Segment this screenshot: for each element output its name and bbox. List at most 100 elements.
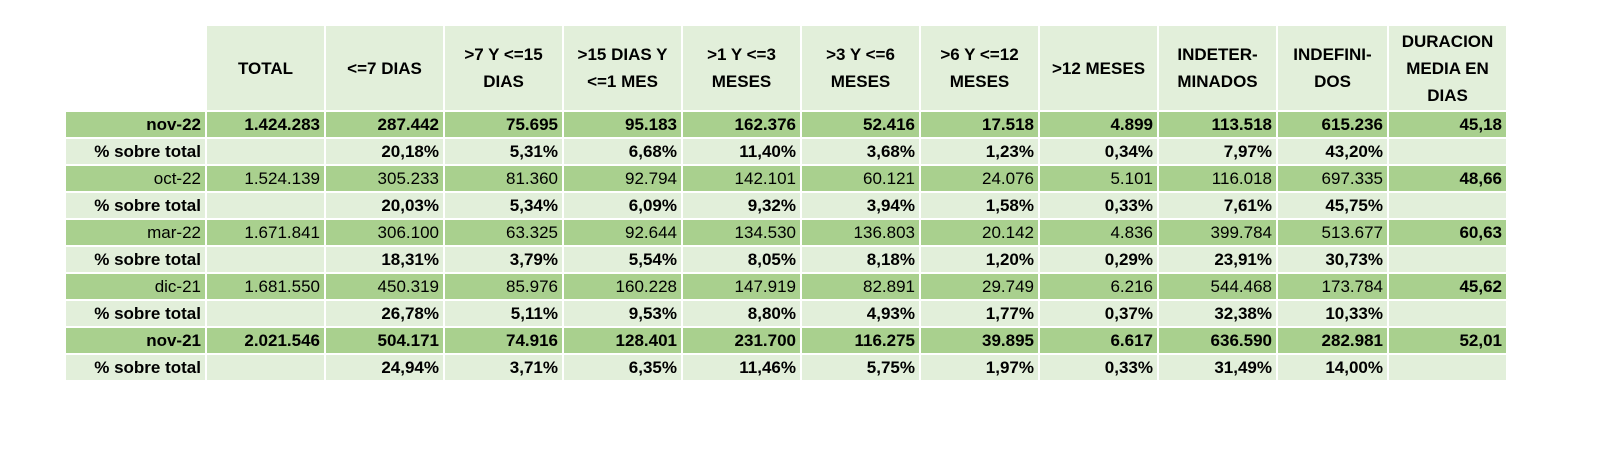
table-cell: 29.749 (921, 274, 1038, 299)
table-cell: 1,23% (921, 139, 1038, 164)
table-cell: 39.895 (921, 328, 1038, 353)
table-cell: 45,75% (1278, 193, 1387, 218)
row-label: dic-21 (66, 274, 205, 299)
table-cell: 5,11% (445, 301, 562, 326)
table-cell: 1.424.283 (207, 112, 324, 137)
table-cell: 30,73% (1278, 247, 1387, 272)
table-cell (207, 355, 324, 380)
table-cell: 5,54% (564, 247, 681, 272)
header-15-dias-1-mes: >15 DIAS Y <=1 MES (564, 26, 681, 110)
table-row-percent: % sobre total 20,18% 5,31% 6,68% 11,40% 3,68%… (66, 139, 1506, 164)
table-cell: 9,53% (564, 301, 681, 326)
header-indeterminados: INDETER-MINADOS (1159, 26, 1276, 110)
table-cell: 513.677 (1278, 220, 1387, 245)
table-cell: 3,79% (445, 247, 562, 272)
table-cell: 6.617 (1040, 328, 1157, 353)
table-cell: 11,40% (683, 139, 800, 164)
table-cell: 450.319 (326, 274, 443, 299)
table-cell: 60.121 (802, 166, 919, 191)
table-cell: 45,18 (1389, 112, 1506, 137)
table-cell: 5,31% (445, 139, 562, 164)
table-cell: 3,94% (802, 193, 919, 218)
table-cell: 116.018 (1159, 166, 1276, 191)
table-cell: 31,49% (1159, 355, 1276, 380)
header-corner (66, 26, 205, 110)
header-le-7-dias: <=7 DIAS (326, 26, 443, 110)
table-cell: 636.590 (1159, 328, 1276, 353)
table-cell: 6.216 (1040, 274, 1157, 299)
table-row-month: nov-22 1.424.283 287.442 75.695 95.183 162.37… (66, 112, 1506, 137)
table-cell: 92.794 (564, 166, 681, 191)
table-cell: 45,62 (1389, 274, 1506, 299)
table-cell: 92.644 (564, 220, 681, 245)
table-cell: 1,77% (921, 301, 1038, 326)
table-cell: 8,05% (683, 247, 800, 272)
table-cell: 95.183 (564, 112, 681, 137)
table-cell: 32,38% (1159, 301, 1276, 326)
table-cell: 14,00% (1278, 355, 1387, 380)
row-label: nov-22 (66, 112, 205, 137)
table-cell: 1,97% (921, 355, 1038, 380)
table-cell: 0,33% (1040, 355, 1157, 380)
table-cell: 5,75% (802, 355, 919, 380)
header-gt-12-meses: >12 MESES (1040, 26, 1157, 110)
table-cell: 63.325 (445, 220, 562, 245)
table-cell: 4.899 (1040, 112, 1157, 137)
row-label: % sobre total (66, 139, 205, 164)
header-total: TOTAL (207, 26, 324, 110)
table-cell: 1,20% (921, 247, 1038, 272)
table-cell: 23,91% (1159, 247, 1276, 272)
table-cell: 231.700 (683, 328, 800, 353)
table-cell: 20,18% (326, 139, 443, 164)
table-cell: 697.335 (1278, 166, 1387, 191)
row-label: nov-21 (66, 328, 205, 353)
table-cell: 142.101 (683, 166, 800, 191)
table-row-month: dic-21 1.681.550 450.319 85.976 160.228 147.9… (66, 274, 1506, 299)
table-cell: 136.803 (802, 220, 919, 245)
table-cell: 11,46% (683, 355, 800, 380)
table-cell: 48,66 (1389, 166, 1506, 191)
table-cell: 305.233 (326, 166, 443, 191)
table-cell: 282.981 (1278, 328, 1387, 353)
table-cell: 544.468 (1159, 274, 1276, 299)
table-cell: 615.236 (1278, 112, 1387, 137)
table-cell: 3,71% (445, 355, 562, 380)
table-cell: 20,03% (326, 193, 443, 218)
table-cell: 7,97% (1159, 139, 1276, 164)
table-cell: 52.416 (802, 112, 919, 137)
table-cell (1389, 193, 1506, 218)
table-cell: 4,93% (802, 301, 919, 326)
table-cell: 24,94% (326, 355, 443, 380)
table-cell: 3,68% (802, 139, 919, 164)
table-cell: 2.021.546 (207, 328, 324, 353)
table-cell: 0,29% (1040, 247, 1157, 272)
table-cell (207, 247, 324, 272)
table-cell: 116.275 (802, 328, 919, 353)
table-body: nov-22 1.424.283 287.442 75.695 95.183 162.37… (66, 112, 1506, 380)
table-cell: 10,33% (1278, 301, 1387, 326)
header-7-15-dias: >7 Y <=15 DIAS (445, 26, 562, 110)
table-cell (207, 193, 324, 218)
table-row-percent: % sobre total 18,31% 3,79% 5,54% 8,05% 8,18% 1… (66, 247, 1506, 272)
row-label: % sobre total (66, 247, 205, 272)
row-label: % sobre total (66, 193, 205, 218)
table-cell: 504.171 (326, 328, 443, 353)
row-label: mar-22 (66, 220, 205, 245)
table-cell: 113.518 (1159, 112, 1276, 137)
table-cell: 134.530 (683, 220, 800, 245)
table-cell: 173.784 (1278, 274, 1387, 299)
table-cell: 1.671.841 (207, 220, 324, 245)
table-cell: 8,80% (683, 301, 800, 326)
table-cell: 52,01 (1389, 328, 1506, 353)
table-cell: 26,78% (326, 301, 443, 326)
table-cell: 160.228 (564, 274, 681, 299)
table-cell: 306.100 (326, 220, 443, 245)
table-cell: 128.401 (564, 328, 681, 353)
table-row-month: nov-21 2.021.546 504.171 74.916 128.401 231.7… (66, 328, 1506, 353)
table-cell: 0,33% (1040, 193, 1157, 218)
table-cell: 0,37% (1040, 301, 1157, 326)
table-row-percent: % sobre total 26,78% 5,11% 9,53% 8,80% 4,93% 1… (66, 301, 1506, 326)
table-cell: 147.919 (683, 274, 800, 299)
table-cell: 4.836 (1040, 220, 1157, 245)
table-row-month: mar-22 1.671.841 306.100 63.325 92.644 134.53… (66, 220, 1506, 245)
